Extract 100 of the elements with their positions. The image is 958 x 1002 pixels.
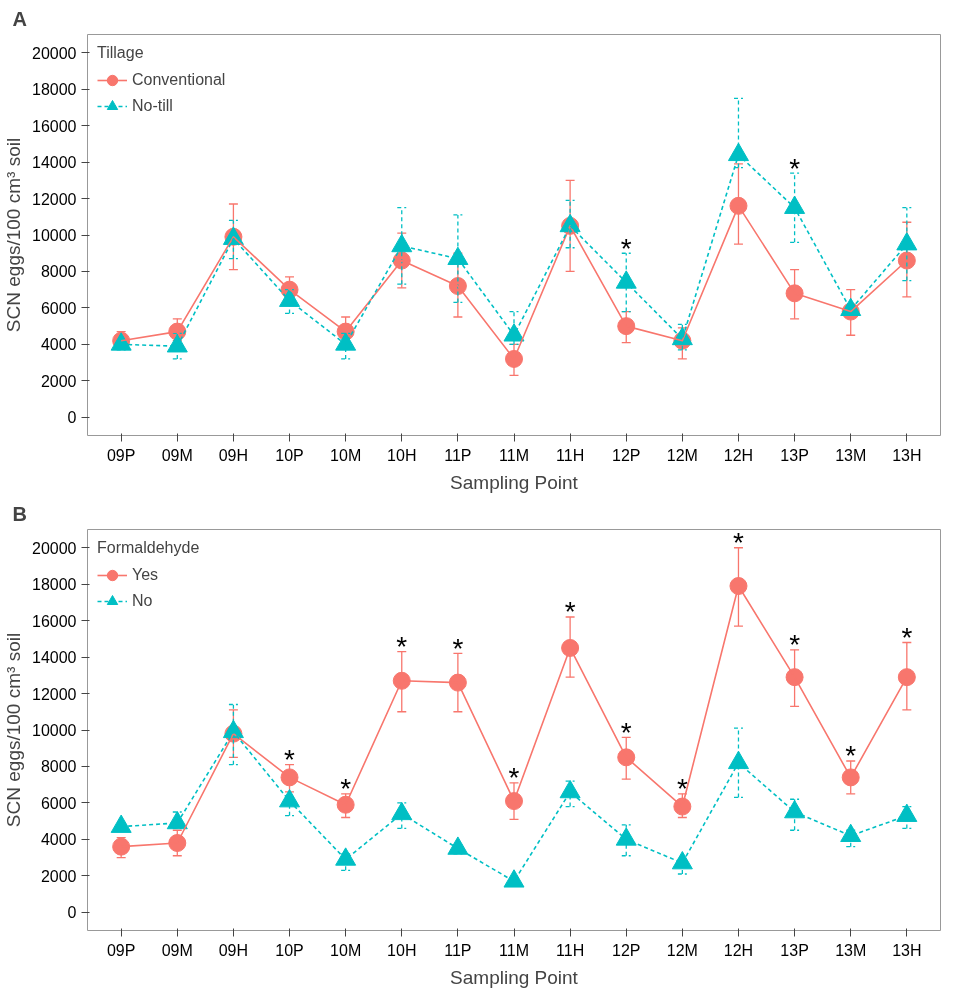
y-tick-label: 10000 — [32, 722, 77, 739]
chart-title: B — [12, 502, 27, 525]
x-tick-label: 12P — [612, 941, 641, 959]
x-tick-label: 09H — [218, 446, 249, 464]
x-axis-title: Sampling Point — [450, 966, 579, 988]
legend-label: No — [132, 592, 153, 610]
point — [448, 673, 467, 692]
legend-label: Yes — [132, 566, 159, 584]
point — [896, 803, 918, 822]
y-tick-label: 4000 — [40, 831, 77, 849]
point — [447, 246, 469, 265]
y-tick-label: 8000 — [40, 263, 77, 281]
point — [279, 789, 301, 808]
annotation: * — [284, 744, 296, 776]
point — [615, 270, 637, 289]
y-axis-title: SCN eggs/100 cm³ soil — [3, 632, 25, 828]
point — [897, 251, 916, 270]
chart-title: A — [12, 7, 27, 30]
x-tick-label: 10M — [330, 941, 362, 959]
y-tick-label: 18000 — [32, 81, 77, 99]
point — [617, 317, 636, 336]
x-tick-label: 12H — [723, 941, 754, 959]
y-tick-label: 6000 — [40, 299, 77, 317]
annotation: * — [789, 629, 801, 661]
point — [335, 847, 357, 866]
annotation: * — [676, 773, 688, 805]
y-tick-label: 2000 — [40, 372, 77, 390]
x-tick-label: 09H — [218, 941, 249, 959]
annotation: * — [508, 762, 520, 794]
x-tick-label: 11H — [556, 446, 585, 464]
x-tick-label: 13H — [892, 941, 922, 959]
point — [841, 768, 860, 787]
x-tick-label: 12P — [612, 446, 641, 464]
point — [110, 814, 132, 833]
point — [784, 195, 806, 214]
x-tick-label: 12H — [723, 446, 754, 464]
y-tick-label: 12000 — [32, 685, 77, 703]
annotation: * — [845, 740, 857, 772]
x-tick-label: 09P — [106, 941, 136, 959]
point — [561, 638, 580, 657]
annotation: * — [620, 232, 632, 264]
x-tick-label: 13H — [892, 446, 922, 464]
x-tick-label: 09M — [161, 941, 193, 959]
x-tick-label: 13M — [835, 446, 867, 464]
x-tick-label: 11M — [499, 941, 529, 959]
y-tick-label: 8000 — [40, 758, 77, 776]
legend-title: Formaldehyde — [97, 539, 200, 557]
annotation: * — [620, 716, 632, 748]
x-tick-label: 13P — [780, 446, 809, 464]
x-tick-label: 11H — [556, 941, 585, 959]
annotation: * — [452, 632, 464, 664]
point — [559, 779, 581, 799]
y-tick-label: 0 — [67, 409, 77, 427]
x-tick-label: 11M — [499, 446, 529, 464]
y-tick-label: 10000 — [32, 227, 77, 244]
x-tick-label: 09M — [161, 446, 193, 464]
point — [729, 196, 748, 215]
point — [784, 799, 806, 819]
y-tick-label: 6000 — [40, 794, 77, 812]
x-tick-label: 11P — [444, 446, 472, 464]
y-tick-label: 2000 — [40, 867, 77, 885]
x-tick-label: 10P — [275, 941, 304, 959]
y-tick-label: 14000 — [32, 154, 77, 172]
x-tick-label: 10H — [387, 941, 417, 959]
annotation: * — [789, 152, 801, 184]
point — [896, 232, 918, 251]
y-tick-label: 16000 — [32, 117, 77, 135]
x-tick-label: 12M — [666, 446, 698, 464]
annotation: * — [340, 773, 352, 805]
annotation: * — [396, 631, 408, 663]
legend-label: Conventional — [132, 71, 226, 89]
y-tick-label: 0 — [67, 904, 77, 922]
point — [840, 823, 862, 842]
annotation: * — [733, 527, 745, 559]
point — [391, 233, 413, 253]
x-tick-label: 13P — [780, 941, 809, 959]
point — [729, 577, 748, 595]
x-tick-label: 09P — [106, 446, 136, 464]
point — [391, 801, 413, 821]
point — [727, 142, 749, 162]
x-tick-label: 12M — [666, 941, 698, 959]
y-tick-label: 16000 — [32, 612, 77, 630]
x-tick-label: 10P — [275, 446, 304, 464]
x-tick-label: 11P — [444, 941, 472, 959]
point — [615, 827, 637, 846]
y-tick-label: 20000 — [32, 44, 77, 62]
point — [166, 810, 188, 830]
annotation: * — [901, 622, 913, 654]
x-tick-label: 10H — [387, 446, 417, 464]
annotation: * — [564, 596, 576, 628]
point — [503, 869, 525, 888]
y-tick-label: 12000 — [32, 190, 77, 208]
x-axis-title: Sampling Point — [450, 471, 579, 493]
point — [671, 851, 693, 870]
x-tick-label: 10M — [330, 446, 362, 464]
y-tick-label: 18000 — [32, 576, 77, 594]
point — [727, 750, 749, 770]
x-tick-label: 13M — [835, 941, 867, 959]
y-axis-title: SCN eggs/100 cm³ soil — [3, 137, 25, 333]
legend-title: Tillage — [97, 44, 145, 62]
